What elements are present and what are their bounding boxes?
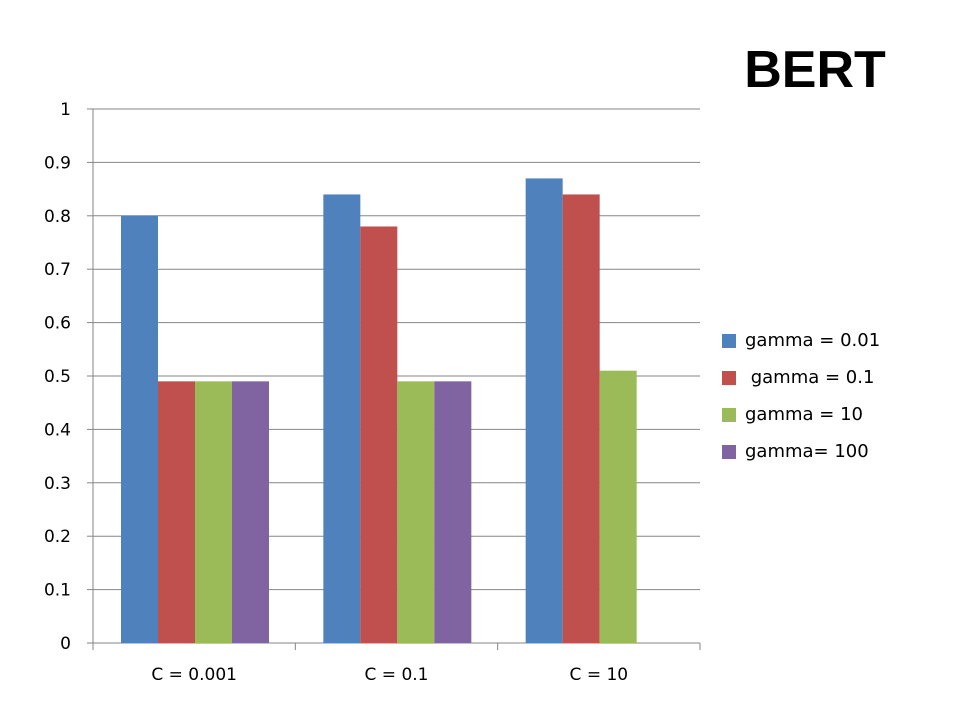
bar xyxy=(121,215,158,644)
y-tick-label: 0.3 xyxy=(44,474,71,494)
bar xyxy=(195,381,232,643)
legend-swatch xyxy=(722,444,736,459)
y-tick-label: 0.9 xyxy=(44,153,71,173)
legend-label: gamma = 0.1 xyxy=(745,367,875,388)
y-tick-label: 0.8 xyxy=(44,207,71,227)
bar xyxy=(525,178,563,644)
legend-label: gamma = 0.01 xyxy=(745,330,881,351)
bar xyxy=(323,194,361,643)
bar xyxy=(562,194,600,643)
bar xyxy=(232,381,269,643)
x-tick-label: C = 10 xyxy=(570,665,629,685)
y-tick-label: 0 xyxy=(60,634,71,654)
legend-label: gamma= 100 xyxy=(745,441,869,462)
bar xyxy=(158,381,195,643)
legend-swatch xyxy=(722,407,736,422)
legend-swatch xyxy=(722,333,736,348)
y-tick-label: 0.2 xyxy=(44,527,71,547)
bar xyxy=(360,226,398,644)
x-tick-label: C = 0.001 xyxy=(151,665,237,685)
legend-label: gamma = 10 xyxy=(745,404,863,425)
bar xyxy=(397,381,435,643)
y-tick-label: 1 xyxy=(60,100,71,120)
legend-swatch xyxy=(722,370,736,385)
legend-item-gamma-0.1: gamma = 0.1 xyxy=(722,359,880,396)
legend-item-gamma-0.01: gamma = 0.01 xyxy=(722,322,880,359)
legend: gamma = 0.01 gamma = 0.1 gamma = 10 gamm… xyxy=(722,322,880,470)
y-tick-label: 0.6 xyxy=(44,314,71,334)
y-tick-label: 0.7 xyxy=(44,260,71,280)
legend-item-gamma-100: gamma= 100 xyxy=(722,433,880,470)
chart-title: BERT xyxy=(744,41,886,99)
y-tick-label: 0.5 xyxy=(44,367,71,387)
bar xyxy=(599,370,637,643)
legend-item-gamma-10: gamma = 10 xyxy=(722,396,880,433)
x-tick-label: C = 0.1 xyxy=(365,665,429,685)
y-tick-label: 0.4 xyxy=(44,420,71,440)
y-tick-label: 0.1 xyxy=(44,581,71,601)
bar xyxy=(434,381,472,643)
